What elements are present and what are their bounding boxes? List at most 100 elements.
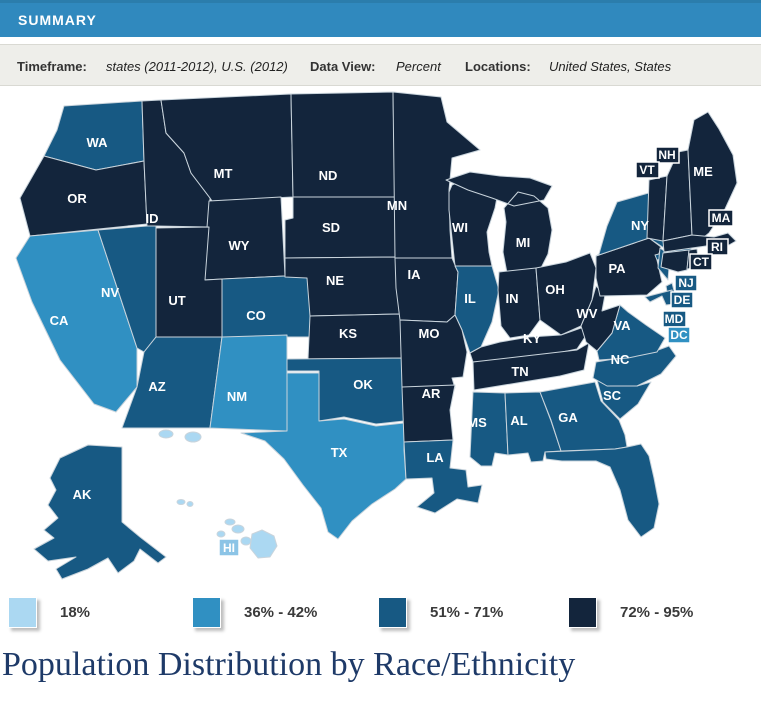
- state-label-oh: OH: [545, 282, 565, 297]
- state-hi[interactable]: [186, 501, 194, 507]
- state-box-ma[interactable]: MA: [708, 209, 734, 227]
- state-tn[interactable]: [472, 342, 590, 391]
- state-label-ca: CA: [50, 313, 69, 328]
- state-hi[interactable]: [184, 431, 202, 443]
- state-ar[interactable]: [401, 384, 456, 443]
- page-title: Population Distribution by Race/Ethnicit…: [2, 646, 576, 683]
- state-co[interactable]: [221, 273, 318, 338]
- state-label-ia: IA: [408, 267, 422, 282]
- state-label-ms: MS: [467, 415, 487, 430]
- state-box-dc[interactable]: DC: [667, 326, 691, 344]
- legend-swatch-1: [192, 597, 221, 628]
- state-box-vt[interactable]: VT: [635, 161, 660, 179]
- summary-header-bar: SUMMARY: [0, 0, 761, 37]
- state-label-nd: ND: [319, 168, 338, 183]
- state-nm[interactable]: [209, 334, 288, 432]
- svg-text:HI: HI: [223, 541, 235, 555]
- state-box-ct[interactable]: CT: [689, 253, 713, 271]
- legend-swatch-3: [568, 597, 597, 628]
- state-fl[interactable]: [544, 443, 660, 538]
- filter-bar: Timeframe: states (2011-2012), U.S. (201…: [0, 44, 761, 86]
- state-label-wi: WI: [452, 220, 468, 235]
- legend-item-2: 51% - 71%: [378, 597, 503, 628]
- legend-label-3: 72% - 95%: [620, 604, 694, 621]
- legend-item-0: 18%: [8, 597, 90, 628]
- legend-label-1: 36% - 42%: [244, 604, 318, 621]
- svg-text:MD: MD: [665, 312, 684, 326]
- legend-item-1: 36% - 42%: [192, 597, 317, 628]
- state-label-nm: NM: [227, 389, 247, 404]
- state-in[interactable]: [497, 267, 541, 339]
- state-box-md[interactable]: MD: [662, 310, 687, 328]
- timeframe-value[interactable]: states (2011-2012), U.S. (2012): [106, 59, 288, 74]
- state-hi[interactable]: [216, 530, 226, 538]
- state-label-ut: UT: [168, 293, 185, 308]
- svg-text:VT: VT: [639, 163, 655, 177]
- state-hi[interactable]: [240, 536, 252, 546]
- map-legend: 18% 36% - 42% 51% - 71% 72% - 95%: [0, 593, 761, 638]
- svg-text:MA: MA: [712, 211, 731, 225]
- state-ia[interactable]: [394, 257, 459, 323]
- legend-item-3: 72% - 95%: [568, 597, 693, 628]
- locations-label: Locations:: [465, 59, 531, 74]
- state-label-ga: GA: [558, 410, 578, 425]
- state-label-ok: OK: [353, 377, 373, 392]
- svg-text:NH: NH: [658, 148, 675, 162]
- locations-value[interactable]: United States, States: [549, 59, 672, 74]
- state-md[interactable]: [644, 289, 675, 306]
- svg-text:RI: RI: [711, 240, 723, 254]
- state-tx[interactable]: [240, 372, 407, 540]
- state-label-al: AL: [510, 413, 527, 428]
- state-label-mi: MI: [516, 235, 530, 250]
- state-ga[interactable]: [539, 381, 628, 452]
- state-label-tx: TX: [331, 445, 348, 460]
- state-label-ne: NE: [326, 273, 344, 288]
- state-ct[interactable]: [660, 249, 690, 273]
- state-box-de[interactable]: DE: [670, 291, 694, 309]
- legend-swatch-2: [378, 597, 407, 628]
- state-label-il: IL: [464, 291, 476, 306]
- state-label-va: VA: [613, 318, 631, 333]
- state-label-or: OR: [67, 191, 87, 206]
- state-label-mt: MT: [214, 166, 233, 181]
- state-label-co: CO: [246, 308, 266, 323]
- state-hi[interactable]: [249, 529, 278, 559]
- state-nd[interactable]: [290, 91, 396, 198]
- svg-text:NJ: NJ: [678, 276, 693, 290]
- state-hi[interactable]: [176, 499, 186, 505]
- state-label-wy: WY: [229, 238, 250, 253]
- state-label-ar: AR: [422, 386, 441, 401]
- dataview-label: Data View:: [310, 59, 376, 74]
- state-box-hi[interactable]: HI: [218, 538, 240, 557]
- state-wv[interactable]: [580, 285, 621, 352]
- timeframe-label: Timeframe:: [17, 59, 87, 74]
- state-hi[interactable]: [158, 429, 174, 439]
- state-box-nj[interactable]: NJ: [674, 274, 698, 292]
- state-label-ky: KY: [523, 331, 541, 346]
- state-label-la: LA: [426, 450, 444, 465]
- state-label-fl: FL: [598, 484, 614, 499]
- state-box-ri[interactable]: RI: [706, 238, 729, 256]
- state-hi[interactable]: [224, 518, 236, 526]
- state-la[interactable]: [403, 439, 483, 514]
- state-label-id: ID: [146, 211, 159, 226]
- state-label-ny: NY: [631, 218, 649, 233]
- state-hi[interactable]: [231, 524, 245, 534]
- state-box-nh[interactable]: NH: [655, 146, 680, 164]
- summary-title: SUMMARY: [18, 12, 97, 28]
- us-choropleth-map: WA OR CA NV ID MT WY UT CO AZ NM ND SD N…: [0, 90, 761, 585]
- state-label-mn: MN: [387, 198, 407, 213]
- state-label-wv: WV: [577, 306, 598, 321]
- svg-text:DC: DC: [670, 328, 688, 342]
- dataview-value[interactable]: Percent: [396, 59, 441, 74]
- state-ak[interactable]: [33, 444, 167, 580]
- svg-text:CT: CT: [693, 255, 710, 269]
- state-label-pa: PA: [608, 261, 626, 276]
- state-label-ak: AK: [73, 487, 92, 502]
- svg-text:DE: DE: [674, 293, 691, 307]
- state-sd[interactable]: [284, 196, 400, 259]
- state-label-me: ME: [693, 164, 713, 179]
- state-mi[interactable]: [445, 171, 553, 274]
- state-label-in: IN: [506, 291, 519, 306]
